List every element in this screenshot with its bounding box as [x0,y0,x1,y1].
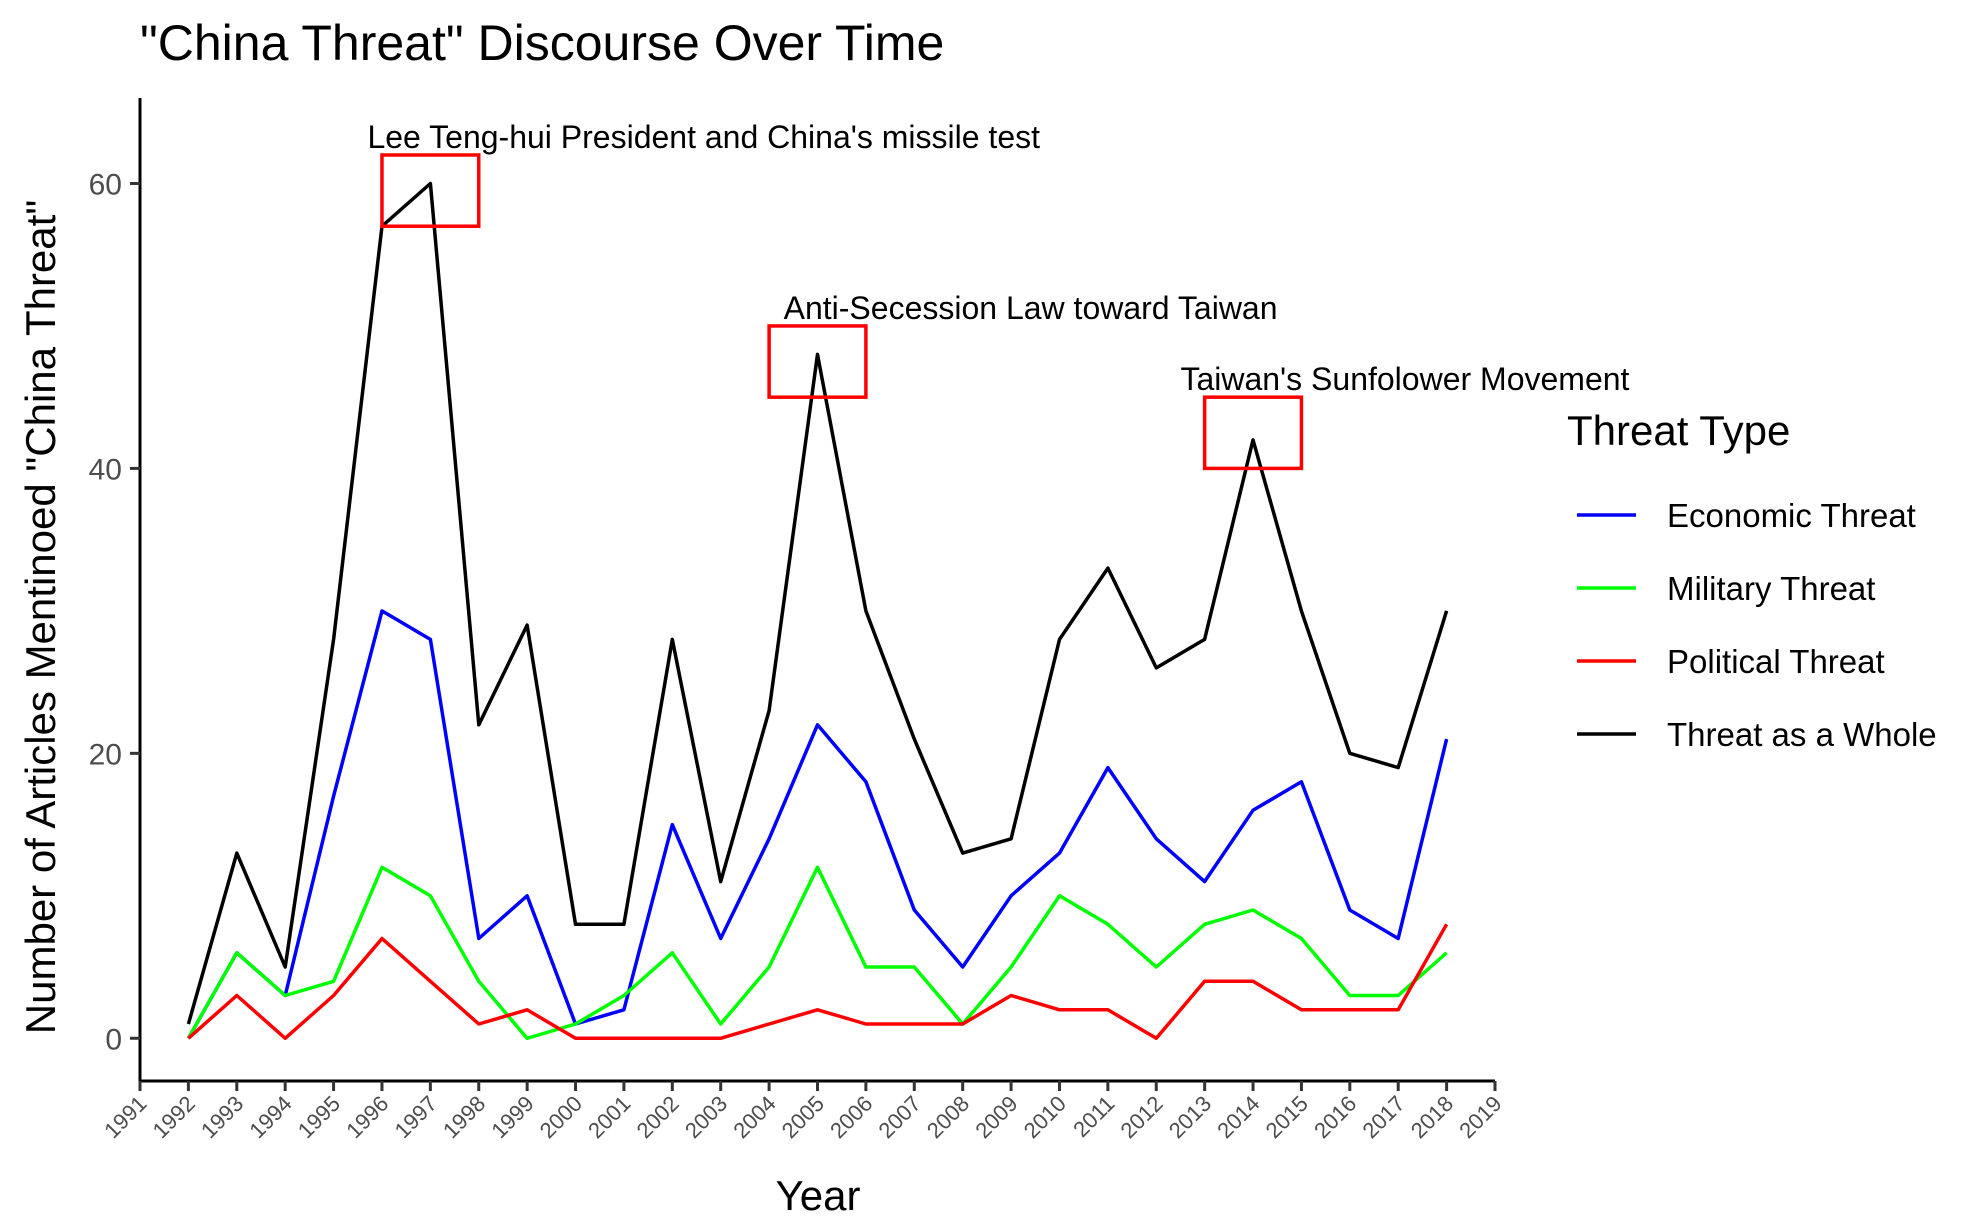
series-line-threat-as-a-whole [186,181,1449,1025]
x-tick-label: 2009 [970,1091,1022,1143]
annotation-text-1: Lee Teng-hui President and China's missi… [367,119,1040,155]
x-tick-label: 2017 [1357,1091,1409,1143]
x-tick-label: 1992 [148,1091,200,1143]
x-tick-label: 2010 [1019,1091,1071,1143]
x-tick-label: 2006 [825,1091,877,1143]
y-tick-label: 20 [89,738,122,771]
x-tick-label: 1999 [486,1091,538,1143]
x-tick-label: 1991 [99,1091,151,1143]
y-tick-label: 40 [89,453,122,486]
x-tick-label: 1993 [196,1091,248,1143]
x-tick-label: 2003 [680,1091,732,1143]
series-line-economic-threat [186,609,1449,1040]
x-tick-label: 2008 [922,1091,974,1143]
x-tick-label: 2005 [777,1091,829,1143]
annotation-text-2: Anti-Secession Law toward Taiwan [784,290,1278,326]
x-tick-label: 2015 [1261,1091,1313,1143]
x-tick-label: 1997 [390,1091,442,1143]
annotation-box-3 [1202,395,1304,471]
x-tick-label: 1995 [293,1091,345,1143]
x-tick-label: 2000 [535,1091,587,1143]
legend-label: Threat as a Whole [1667,716,1937,753]
annotation-box-2 [767,324,868,399]
annotation-text-3: Taiwan's Sunfolower Movement [1180,361,1629,397]
annotation-box-1 [380,153,481,228]
legend: Threat Type Economic Threat Military Thre… [1567,407,1937,753]
y-tick-label: 0 [105,1023,122,1056]
plot-area: 0 20 40 60 199119921993199419951996199719981… [89,98,1630,1143]
x-tick-label: 2012 [1115,1091,1167,1143]
x-tick-label: 1998 [438,1091,490,1143]
legend-label: Political Threat [1667,643,1885,680]
x-tick-label: 2004 [728,1091,780,1143]
x-tick-label: 2011 [1068,1091,1119,1142]
x-tick-label: 1996 [341,1091,393,1143]
series-line-military-threat [186,865,1448,1041]
x-tick-label: 1994 [244,1091,296,1143]
chart-title: "China Threat" Discourse Over Time [140,15,944,71]
legend-label: Economic Threat [1667,497,1916,534]
legend-title: Threat Type [1567,407,1790,454]
x-tick-label: 2018 [1406,1091,1458,1143]
x-axis-title: Year [776,1172,861,1219]
x-tick-label: 2002 [632,1091,684,1143]
y-tick-label: 60 [89,168,122,201]
y-axis-title: Number of Articles Mentinoed "China Thre… [17,200,64,1034]
x-tick-label: 2014 [1212,1091,1264,1143]
x-tick-label: 2016 [1309,1091,1361,1143]
x-tick-label: 2001 [583,1091,635,1143]
x-tick-label: 2019 [1454,1091,1506,1143]
x-tick-label: 2007 [874,1091,926,1143]
x-tick-label: 2013 [1164,1091,1216,1143]
series-line-political-threat [187,923,1449,1041]
legend-label: Military Threat [1667,570,1875,607]
